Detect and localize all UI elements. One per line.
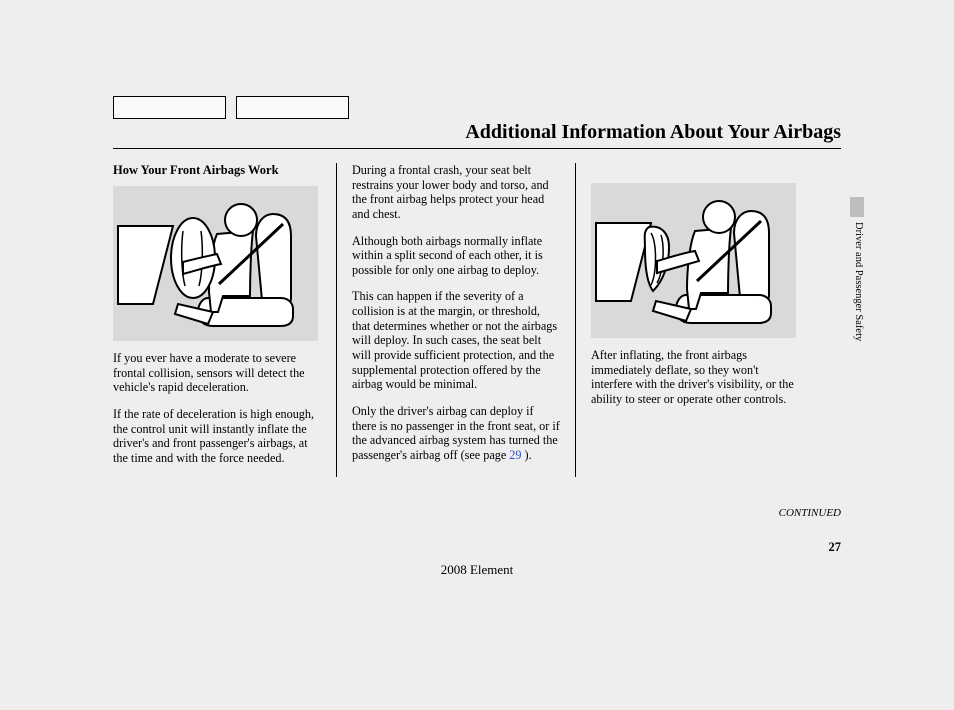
placeholder-box-2 xyxy=(236,96,349,119)
col2-p2: Although both airbags normally inflate w… xyxy=(352,234,560,278)
airbag-deflated-illustration xyxy=(591,183,796,338)
col1-subhead: How Your Front Airbags Work xyxy=(113,163,321,178)
content-columns: How Your Front Airbags Work xyxy=(113,163,814,477)
col2-p1: During a frontal crash, your seat belt r… xyxy=(352,163,560,222)
placeholder-box-1 xyxy=(113,96,226,119)
col2-p3: This can happen if the severity of a col… xyxy=(352,289,560,391)
col1-p2: If the rate of deceleration is high enou… xyxy=(113,407,321,466)
section-label-vertical: Driver and Passenger Safety xyxy=(850,222,864,372)
airbag-inflated-illustration xyxy=(113,186,318,341)
col1-p1: If you ever have a moderate to severe fr… xyxy=(113,351,321,395)
footer-model-year: 2008 Element xyxy=(0,562,954,578)
col2-p4-b: ). xyxy=(521,448,531,462)
top-placeholder-boxes xyxy=(113,96,349,119)
figure-airbag-deflated xyxy=(591,183,796,338)
continued-label: CONTINUED xyxy=(779,507,841,519)
title-rule xyxy=(113,148,841,149)
section-tab-marker xyxy=(850,197,864,217)
manual-page: Additional Information About Your Airbag… xyxy=(0,0,954,710)
column-3: After inflating, the front airbags immed… xyxy=(575,163,814,477)
page-ref-link[interactable]: 29 xyxy=(509,448,521,462)
col3-p1: After inflating, the front airbags immed… xyxy=(591,348,799,407)
col2-p4: Only the driver's airbag can deploy if t… xyxy=(352,404,560,463)
column-2: During a frontal crash, your seat belt r… xyxy=(336,163,575,477)
figure-airbag-inflated xyxy=(113,186,318,341)
page-number: 27 xyxy=(829,540,842,555)
page-title: Additional Information About Your Airbag… xyxy=(465,121,841,144)
column-1: How Your Front Airbags Work xyxy=(113,163,336,477)
